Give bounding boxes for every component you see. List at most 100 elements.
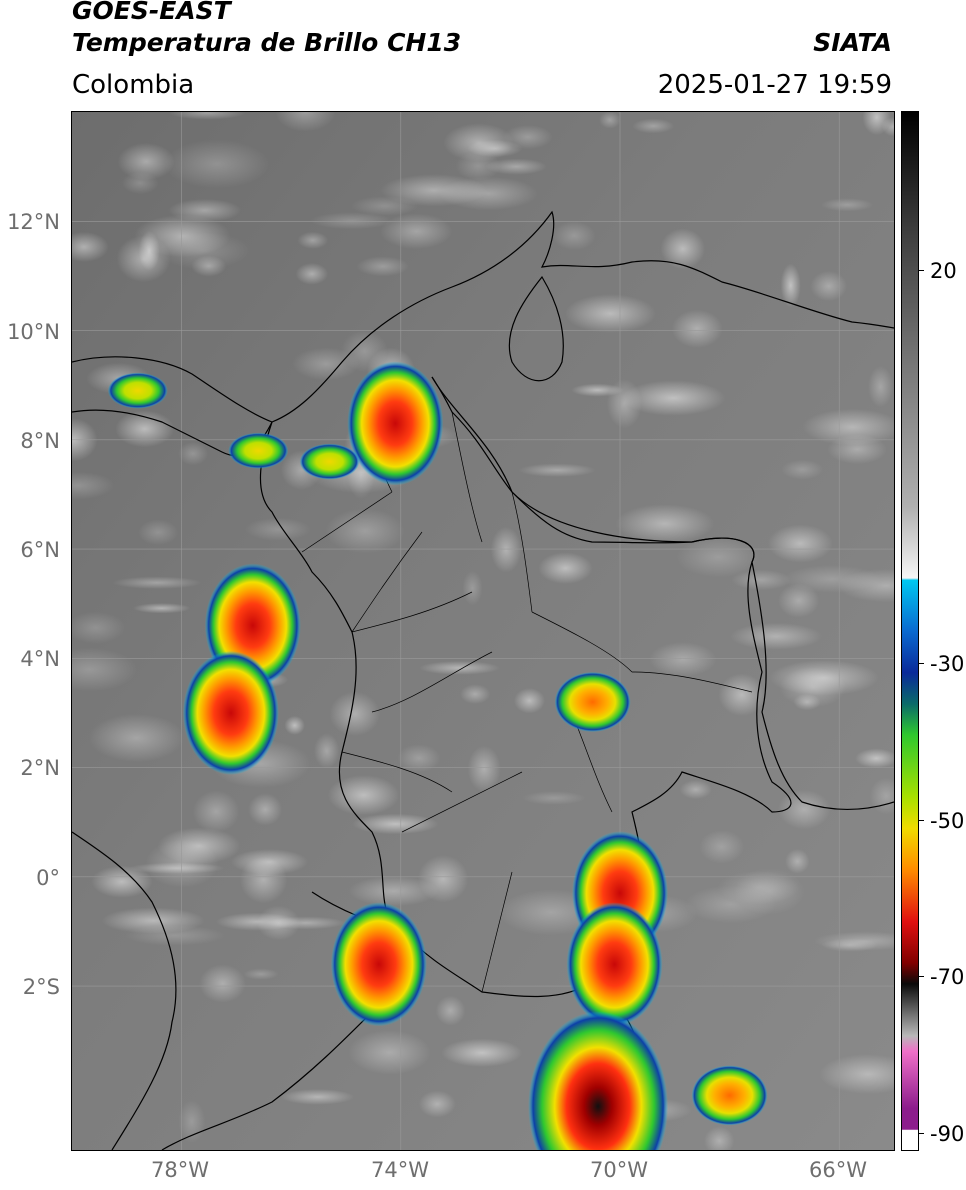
cloud-patch	[248, 793, 283, 826]
cloud-patch	[699, 830, 744, 864]
cloud-patch	[730, 622, 822, 650]
cloud-patch	[518, 463, 596, 478]
lon-label-74w: 74°W	[371, 1158, 429, 1182]
colorbar-tick-mark	[918, 820, 924, 821]
cloud-patch	[538, 552, 593, 584]
lat-label-2s: 2°S	[22, 975, 60, 999]
lat-label-12n: 12°N	[7, 210, 60, 234]
lat-label-8n: 8°N	[20, 429, 60, 453]
cloud-patch	[329, 691, 381, 737]
cloud-patch	[169, 112, 246, 120]
cloud-patch	[295, 263, 329, 285]
cloud-patch	[351, 196, 418, 216]
storm-cell	[228, 432, 289, 469]
cloud-patch	[245, 517, 311, 541]
cloud-patch	[779, 666, 846, 708]
cloud-patch	[649, 642, 717, 677]
cloud-patch	[352, 813, 439, 835]
cloud-patch	[88, 713, 185, 763]
cloud-patch	[280, 1089, 355, 1105]
cloud-patch	[731, 569, 791, 591]
colorbar-label-minus90: -90	[930, 1122, 965, 1146]
cloud-patch	[284, 715, 305, 735]
lake-maracaibo	[508, 275, 564, 382]
cloud-patch	[778, 583, 820, 618]
lat-label-10n: 10°N	[7, 320, 60, 344]
cloud-patch	[348, 876, 439, 907]
lat-label-4n: 4°N	[20, 647, 60, 671]
cloud-patch	[868, 366, 894, 408]
cloud-patch	[599, 112, 621, 129]
colorbar-tick-mark	[918, 663, 924, 664]
storm-cell	[299, 443, 360, 480]
cloud-patch	[72, 471, 115, 500]
cloud-patch	[781, 459, 824, 480]
colorbar-tick-mark	[918, 270, 924, 271]
colorbar	[901, 111, 919, 1151]
region-label: Colombia	[72, 70, 195, 100]
cloud-patch	[819, 1054, 894, 1094]
colorbar-label-minus70: -70	[930, 965, 965, 989]
cloud-patch	[177, 442, 208, 466]
cloud-patch	[671, 309, 723, 348]
storm-cell	[528, 1011, 669, 1150]
storm-cell	[347, 361, 444, 486]
cloud-patch	[115, 410, 175, 448]
venezuela-inner-border	[431, 376, 894, 811]
cloud-patch	[855, 748, 894, 769]
cloud-patch	[821, 198, 874, 212]
colorbar-label-minus30: -30	[930, 652, 965, 676]
storm-cell	[182, 650, 279, 775]
cloud-patch	[138, 519, 179, 546]
lon-label-78w: 78°W	[151, 1158, 209, 1182]
storm-cell	[554, 672, 631, 732]
storm-cell	[691, 1065, 768, 1126]
cloud-patch	[802, 408, 894, 446]
cloud-patch	[192, 790, 240, 833]
cloud-patch	[72, 231, 109, 262]
cloud-patch	[862, 112, 891, 135]
product-title: Temperatura de Brillo CH13	[72, 28, 462, 57]
cloud-patch	[199, 964, 246, 1003]
storm-cell	[566, 902, 663, 1027]
cloud-patch	[313, 733, 340, 769]
cloud-patch	[243, 968, 279, 980]
colorbar-label-minus50: -50	[930, 809, 965, 833]
colorbar-tick-mark	[918, 1133, 924, 1134]
cloud-patch	[513, 687, 545, 714]
cloud-patch	[814, 931, 894, 951]
cloud-patch	[297, 231, 329, 249]
cloud-patch	[778, 789, 831, 830]
cloud-patch	[419, 661, 500, 675]
cloud-patch	[435, 995, 466, 1026]
cloud-patch	[522, 791, 587, 805]
cloud-patch	[348, 1030, 431, 1075]
cloud-patch	[356, 256, 410, 277]
lon-label-66w: 66°W	[809, 1158, 867, 1182]
cloud-patch	[783, 565, 881, 593]
cloud-patch	[327, 775, 400, 816]
satellite-map[interactable]	[71, 111, 895, 1151]
cloud-patch	[718, 673, 766, 716]
cloud-patch	[310, 212, 393, 230]
cloud-patch	[380, 213, 453, 250]
cloud-patch	[215, 912, 298, 931]
cloud-patch	[810, 270, 848, 302]
cloud-patch	[157, 232, 251, 270]
cloud-patch	[117, 142, 175, 181]
lat-label-0: 0°	[36, 866, 60, 890]
cloud-patch	[101, 907, 205, 934]
lat-label-6n: 6°N	[20, 538, 60, 562]
lon-label-70w: 70°W	[590, 1158, 648, 1182]
cloud-patch	[292, 347, 360, 381]
cloud-patch	[767, 524, 833, 563]
cloud-patch	[615, 504, 714, 544]
cloud-patch	[230, 849, 308, 875]
datetime-label: 2025-01-27 19:59	[657, 70, 892, 100]
storm-cell	[107, 372, 168, 409]
cloud-patch	[621, 380, 726, 416]
cloud-patch	[443, 123, 515, 162]
pacific-coast-south	[72, 831, 177, 1150]
cloud-patch	[704, 1126, 735, 1150]
cloud-patch	[121, 171, 159, 195]
